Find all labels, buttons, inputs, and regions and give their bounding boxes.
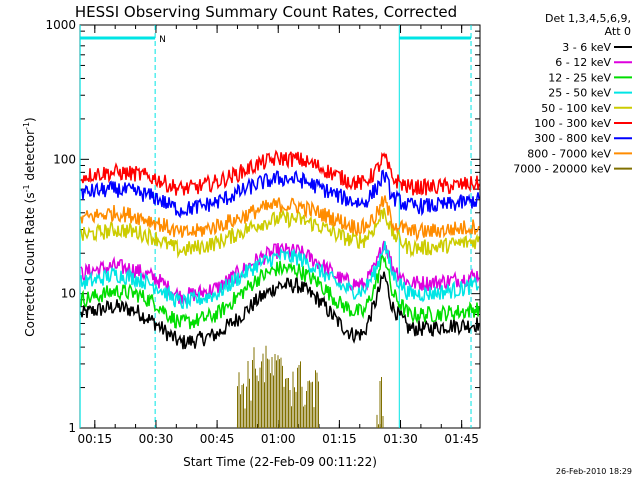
series-6	[80, 169, 480, 219]
legend-label: 100 - 300 keV	[534, 117, 611, 130]
legend-label: 25 - 50 keV	[548, 87, 611, 100]
legend-label: 300 - 800 keV	[534, 132, 611, 145]
y-tick-label: 100	[53, 152, 76, 166]
series-line	[80, 241, 480, 310]
series-line	[80, 195, 480, 242]
x-tick-label: 01:45	[444, 432, 479, 446]
legend-label: 50 - 100 keV	[541, 102, 611, 115]
series-7	[80, 195, 480, 242]
x-tick-label: 00:30	[139, 432, 174, 446]
x-tick-label: 00:15	[78, 432, 113, 446]
series-line	[80, 207, 480, 259]
legend-label: 800 - 7000 keV	[527, 147, 611, 160]
x-axis-label: Start Time (22-Feb-09 00:11:22)	[183, 455, 377, 469]
legend-label: 12 - 25 keV	[548, 71, 611, 84]
y-axis-label: Corrected Count Rate (s-1 detector-1)	[22, 117, 37, 336]
legend-label: 7000 - 20000 keV	[513, 163, 611, 176]
chart-title: HESSI Observing Summary Count Rates, Cor…	[75, 3, 457, 21]
legend: 3 - 6 keV 6 - 12 keV 12 - 25 keV 25 - 50 ke…	[513, 41, 632, 176]
night-marker: N	[159, 35, 166, 45]
series-line	[80, 271, 480, 350]
legend-header-line2: Att 0	[605, 25, 631, 38]
series-line	[80, 240, 480, 305]
x-tick-label: 01:30	[383, 432, 418, 446]
series-5	[80, 149, 480, 196]
series-2	[80, 253, 480, 330]
legend-header-line1: Det 1,3,4,5,6,9,	[545, 12, 631, 25]
x-tick-label: 01:00	[261, 432, 296, 446]
legend-label: 6 - 12 keV	[555, 56, 611, 69]
y-tick-label: 1000	[45, 18, 76, 32]
legend-label: 3 - 6 keV	[562, 41, 611, 54]
series-8	[237, 345, 384, 428]
x-tick-label: 00:45	[200, 432, 235, 446]
series-3	[80, 241, 480, 310]
series-1	[80, 240, 480, 305]
y-tick-label: 1	[68, 421, 76, 435]
series-line	[80, 169, 480, 219]
series-4	[80, 207, 480, 259]
x-tick-label: 01:15	[322, 432, 357, 446]
series-lines	[80, 149, 480, 428]
series-0	[80, 271, 480, 350]
y-tick-label: 10	[61, 287, 76, 301]
series-line	[80, 253, 480, 330]
series-line	[80, 149, 480, 196]
timestamp: 26-Feb-2010 18:29	[556, 467, 632, 476]
